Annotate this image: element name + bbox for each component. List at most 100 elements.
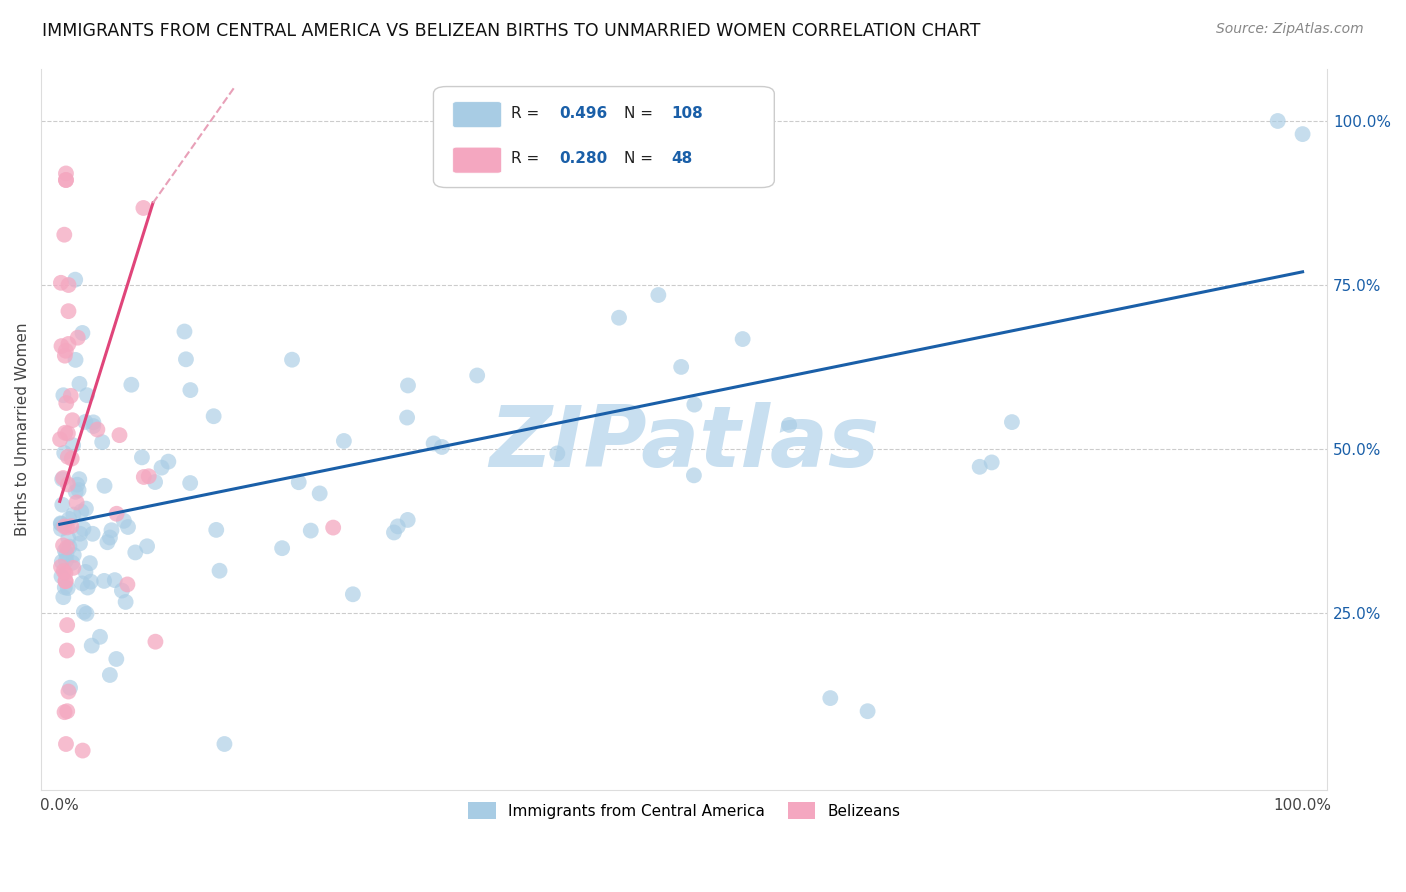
Text: ZIPatlas: ZIPatlas	[489, 402, 879, 485]
Point	[281, 352, 304, 367]
Point	[56, 426, 79, 441]
Point	[56, 450, 79, 464]
Point	[308, 486, 330, 500]
Point	[73, 605, 96, 619]
Point	[145, 634, 167, 648]
Point	[683, 398, 706, 412]
Point	[56, 618, 79, 632]
Point	[55, 343, 77, 358]
Point	[52, 564, 75, 578]
Point	[53, 227, 76, 242]
Point	[49, 559, 72, 574]
Text: N =: N =	[624, 106, 658, 120]
Point	[62, 548, 84, 562]
Point	[98, 668, 121, 682]
Point	[52, 538, 75, 552]
Point	[205, 523, 228, 537]
Point	[333, 434, 356, 448]
Point	[980, 455, 1002, 469]
Point	[69, 526, 91, 541]
Point	[112, 514, 135, 528]
FancyBboxPatch shape	[453, 147, 502, 173]
Point	[58, 531, 80, 545]
Point	[53, 543, 76, 558]
Point	[76, 581, 98, 595]
Point	[49, 522, 72, 536]
Point	[55, 396, 77, 410]
Point	[58, 337, 80, 351]
Point	[49, 432, 72, 446]
Point	[82, 526, 104, 541]
Point	[69, 536, 91, 550]
Point	[132, 470, 155, 484]
Point	[287, 475, 309, 490]
Point	[96, 535, 118, 549]
Point	[49, 276, 72, 290]
Point	[105, 507, 128, 521]
FancyBboxPatch shape	[433, 87, 775, 187]
Point	[70, 576, 93, 591]
Point	[93, 574, 115, 588]
Text: R =: R =	[510, 151, 544, 166]
Point	[143, 475, 166, 489]
Point	[66, 477, 89, 491]
Point	[173, 325, 195, 339]
Point	[98, 531, 121, 545]
Point	[80, 574, 103, 589]
Point	[856, 704, 879, 718]
Point	[93, 479, 115, 493]
Point	[67, 472, 90, 486]
Point	[157, 455, 180, 469]
Point	[67, 483, 90, 497]
Point	[62, 508, 84, 522]
Point	[82, 416, 104, 430]
Point	[396, 378, 419, 392]
Point	[56, 704, 79, 718]
Point	[58, 304, 80, 318]
Point	[76, 607, 98, 621]
Point	[65, 484, 87, 499]
Point	[80, 639, 103, 653]
Point	[53, 519, 76, 533]
Point	[58, 540, 80, 554]
Point	[75, 565, 97, 579]
Point	[52, 590, 75, 604]
Point	[56, 541, 79, 555]
Point	[105, 652, 128, 666]
Point	[136, 539, 159, 553]
Point	[117, 520, 139, 534]
Point	[430, 440, 453, 454]
FancyBboxPatch shape	[453, 102, 502, 128]
Point	[59, 681, 82, 695]
Point	[66, 331, 89, 345]
Point	[683, 468, 706, 483]
Point	[138, 469, 160, 483]
Point	[271, 541, 294, 556]
Point	[51, 569, 73, 583]
Text: 108: 108	[672, 106, 703, 120]
Point	[60, 451, 83, 466]
Point	[820, 691, 842, 706]
Point	[422, 436, 444, 450]
Point	[51, 472, 73, 486]
Point	[778, 417, 800, 432]
Point	[53, 580, 76, 594]
Point	[91, 435, 114, 450]
Point	[55, 737, 77, 751]
Point	[1001, 415, 1024, 429]
Point	[120, 377, 142, 392]
Point	[82, 419, 104, 434]
Point	[75, 415, 97, 429]
Point	[114, 595, 136, 609]
Point	[396, 513, 419, 527]
Y-axis label: Births to Unmarried Women: Births to Unmarried Women	[15, 323, 30, 536]
Point	[56, 643, 79, 657]
Point	[669, 359, 692, 374]
Point	[76, 388, 98, 402]
Point	[53, 705, 76, 719]
Point	[63, 273, 86, 287]
Point	[100, 523, 122, 537]
Point	[53, 425, 76, 440]
Point	[56, 477, 79, 491]
Point	[79, 556, 101, 570]
